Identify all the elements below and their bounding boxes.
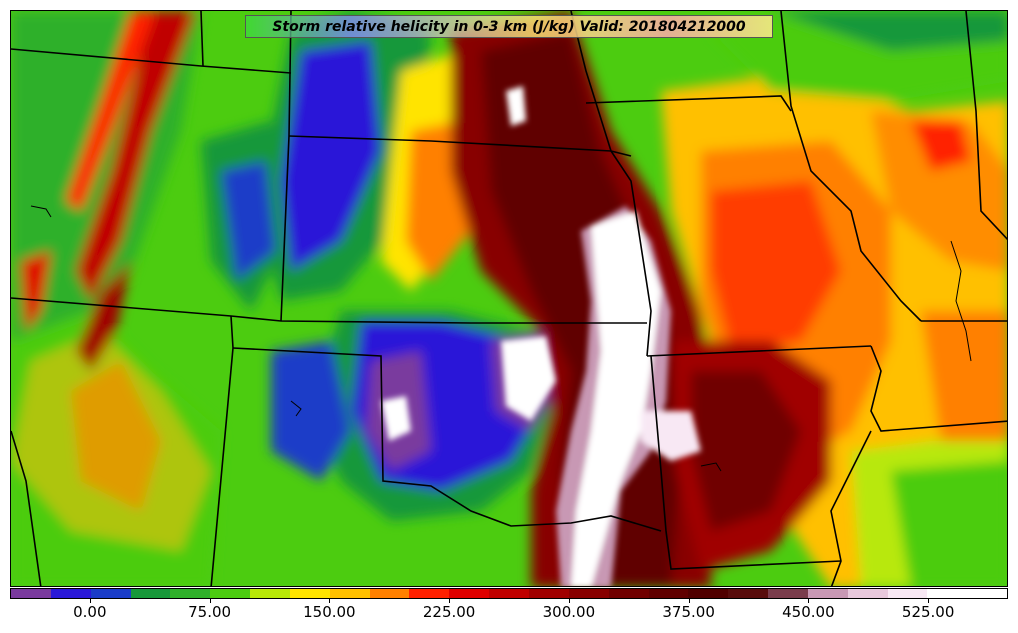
colorbar-tick bbox=[928, 599, 930, 603]
colorbar-tick-label: 525.00 bbox=[901, 603, 955, 621]
colorbar-tick-label: 0.00 bbox=[73, 603, 107, 621]
map-title: Storm relative helicity in 0-3 km (J/kg)… bbox=[272, 18, 746, 35]
colorbar bbox=[10, 588, 1008, 599]
colorbar-segment bbox=[568, 589, 609, 598]
colorbar-segment bbox=[768, 589, 808, 598]
high-helicity-core bbox=[381, 86, 701, 586]
colorbar-segment bbox=[887, 589, 928, 598]
colorbar-tick-label: 375.00 bbox=[662, 603, 715, 621]
colorbar-tick bbox=[209, 599, 211, 603]
colorbar-tick-label: 300.00 bbox=[542, 603, 596, 621]
colorbar-segment bbox=[807, 589, 848, 598]
colorbar-segment bbox=[489, 589, 529, 598]
colorbar-segment bbox=[329, 589, 370, 598]
colorbar-tick bbox=[688, 599, 690, 603]
helicity-contours bbox=[11, 11, 1007, 586]
colorbar-tick-label: 450.00 bbox=[782, 603, 835, 621]
colorbar-segment bbox=[130, 589, 171, 598]
colorbar-tick-label: 75.00 bbox=[188, 603, 232, 621]
colorbar-tick bbox=[89, 599, 91, 603]
colorbar-segment bbox=[90, 589, 131, 598]
colorbar-segment bbox=[648, 589, 689, 598]
colorbar-segment bbox=[409, 589, 450, 598]
colorbar-segment bbox=[847, 589, 888, 598]
colorbar-tick bbox=[449, 599, 451, 603]
colorbar-segment bbox=[289, 589, 330, 598]
colorbar-tick bbox=[808, 599, 810, 603]
colorbar-segment bbox=[528, 589, 569, 598]
colorbar-segment bbox=[210, 589, 251, 598]
colorbar-tick-label: 225.00 bbox=[422, 603, 476, 621]
colorbar-tick bbox=[568, 599, 570, 603]
colorbar-segment bbox=[728, 589, 769, 598]
map-panel bbox=[10, 10, 1008, 587]
colorbar-segment bbox=[688, 589, 729, 598]
colorbar-segment bbox=[170, 589, 211, 598]
colorbar-segment bbox=[50, 589, 91, 598]
colorbar-segment bbox=[250, 589, 290, 598]
colorbar-tick-label: 150.00 bbox=[303, 603, 356, 621]
helicity-field-map bbox=[11, 11, 1007, 586]
colorbar-segment bbox=[927, 589, 968, 598]
map-title-box: Storm relative helicity in 0-3 km (J/kg)… bbox=[245, 15, 773, 38]
colorbar-segment bbox=[608, 589, 649, 598]
colorbar-segment bbox=[967, 589, 1008, 598]
colorbar-segment bbox=[449, 589, 490, 598]
coastlines-rivers bbox=[30, 205, 972, 472]
state-boundaries bbox=[11, 11, 1007, 586]
colorbar-tick bbox=[329, 599, 331, 603]
colorbar-labels: 0.00 75.00 150.00 225.00 300.00 375.00 450.00 5… bbox=[10, 599, 1008, 625]
colorbar-segment bbox=[369, 589, 410, 598]
colorbar-segment bbox=[11, 589, 51, 598]
